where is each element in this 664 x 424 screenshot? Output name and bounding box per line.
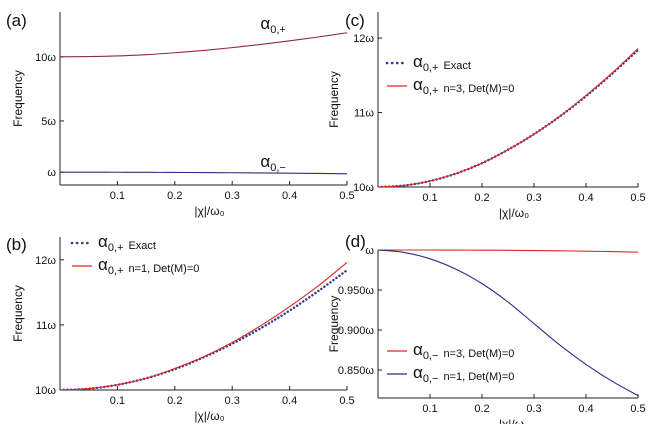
series-line (60, 32, 348, 58)
legend-entry: α0,+ Exact (98, 232, 156, 254)
x-tick-label: 0.1 (422, 192, 437, 204)
y-axis-title: Frequency (327, 296, 341, 353)
y-tick-label: 0.850ω (338, 365, 375, 377)
x-tick-label: 0.1 (110, 190, 125, 202)
y-tick-label: 0.950ω (338, 285, 375, 297)
curve-label: α0,− (260, 152, 285, 174)
panel-letter: (a) (6, 11, 27, 30)
x-tick-label: 0.2 (167, 395, 182, 407)
x-tick-label: 0.4 (578, 192, 593, 204)
x-tick-label: 0.1 (110, 395, 125, 407)
panel-letter: (c) (345, 11, 365, 30)
x-tick-label: 0.3 (225, 190, 240, 202)
y-tick-label: 12ω (353, 33, 374, 45)
y-tick-label: 11ω (354, 108, 374, 120)
x-tick-label: 0.5 (630, 192, 645, 204)
y-tick-label: 0.900ω (338, 325, 375, 337)
x-axis-title: |χ|/ω₀ (194, 204, 224, 218)
x-tick-label: 0.5 (339, 395, 354, 407)
y-tick-label: 12ω (35, 255, 56, 267)
series-line (378, 48, 639, 187)
x-tick-label: 0.3 (526, 192, 541, 204)
x-tick-label: 0.3 (225, 395, 240, 407)
panel-letter: (b) (6, 235, 27, 254)
x-tick-label: 0.2 (474, 192, 489, 204)
x-tick-label: 0.1 (422, 403, 437, 415)
legend-entry: α0,+ Exact (413, 52, 471, 74)
y-tick-label: 11ω (36, 320, 56, 332)
x-tick-label: 0.3 (526, 403, 541, 415)
x-axis-title: |χ|/ω₀ (499, 417, 529, 424)
legend-entry: α0,+ n=1, Det(M)=0 (98, 255, 199, 277)
y-axis-title: Frequency (11, 70, 25, 127)
panel-letter: (d) (345, 232, 366, 251)
legend-entry: α0,− n=3, Det(M)=0 (413, 340, 514, 362)
legend-entry: α0,+ n=3, Det(M)=0 (413, 75, 514, 97)
x-tick-label: 0.4 (282, 190, 297, 202)
x-tick-label: 0.4 (578, 403, 593, 415)
legend-entry: α0,− n=1, Det(M)=0 (413, 363, 514, 385)
y-tick-label: 5ω (41, 116, 56, 128)
y-tick-label: ω (47, 167, 56, 179)
series-line (60, 261, 348, 390)
x-tick-label: 0.5 (630, 403, 645, 415)
x-tick-label: 0.2 (167, 190, 182, 202)
y-axis-title: Frequency (327, 71, 341, 128)
x-tick-label: 0.5 (339, 190, 354, 202)
y-tick-label: 10ω (353, 182, 374, 194)
curve-label: α0,+ (260, 14, 285, 36)
x-tick-label: 0.4 (282, 395, 297, 407)
x-tick-label: 0.2 (474, 403, 489, 415)
x-axis-title: |χ|/ω₀ (499, 206, 529, 220)
x-axis-title: |χ|/ω₀ (194, 409, 224, 423)
y-tick-label: ω (365, 245, 374, 257)
y-tick-label: 10ω (35, 385, 56, 397)
series-line (60, 171, 348, 175)
series-line (378, 249, 639, 253)
y-tick-label: 10ω (35, 52, 56, 64)
series-line (378, 249, 639, 397)
y-axis-title: Frequency (11, 285, 25, 342)
